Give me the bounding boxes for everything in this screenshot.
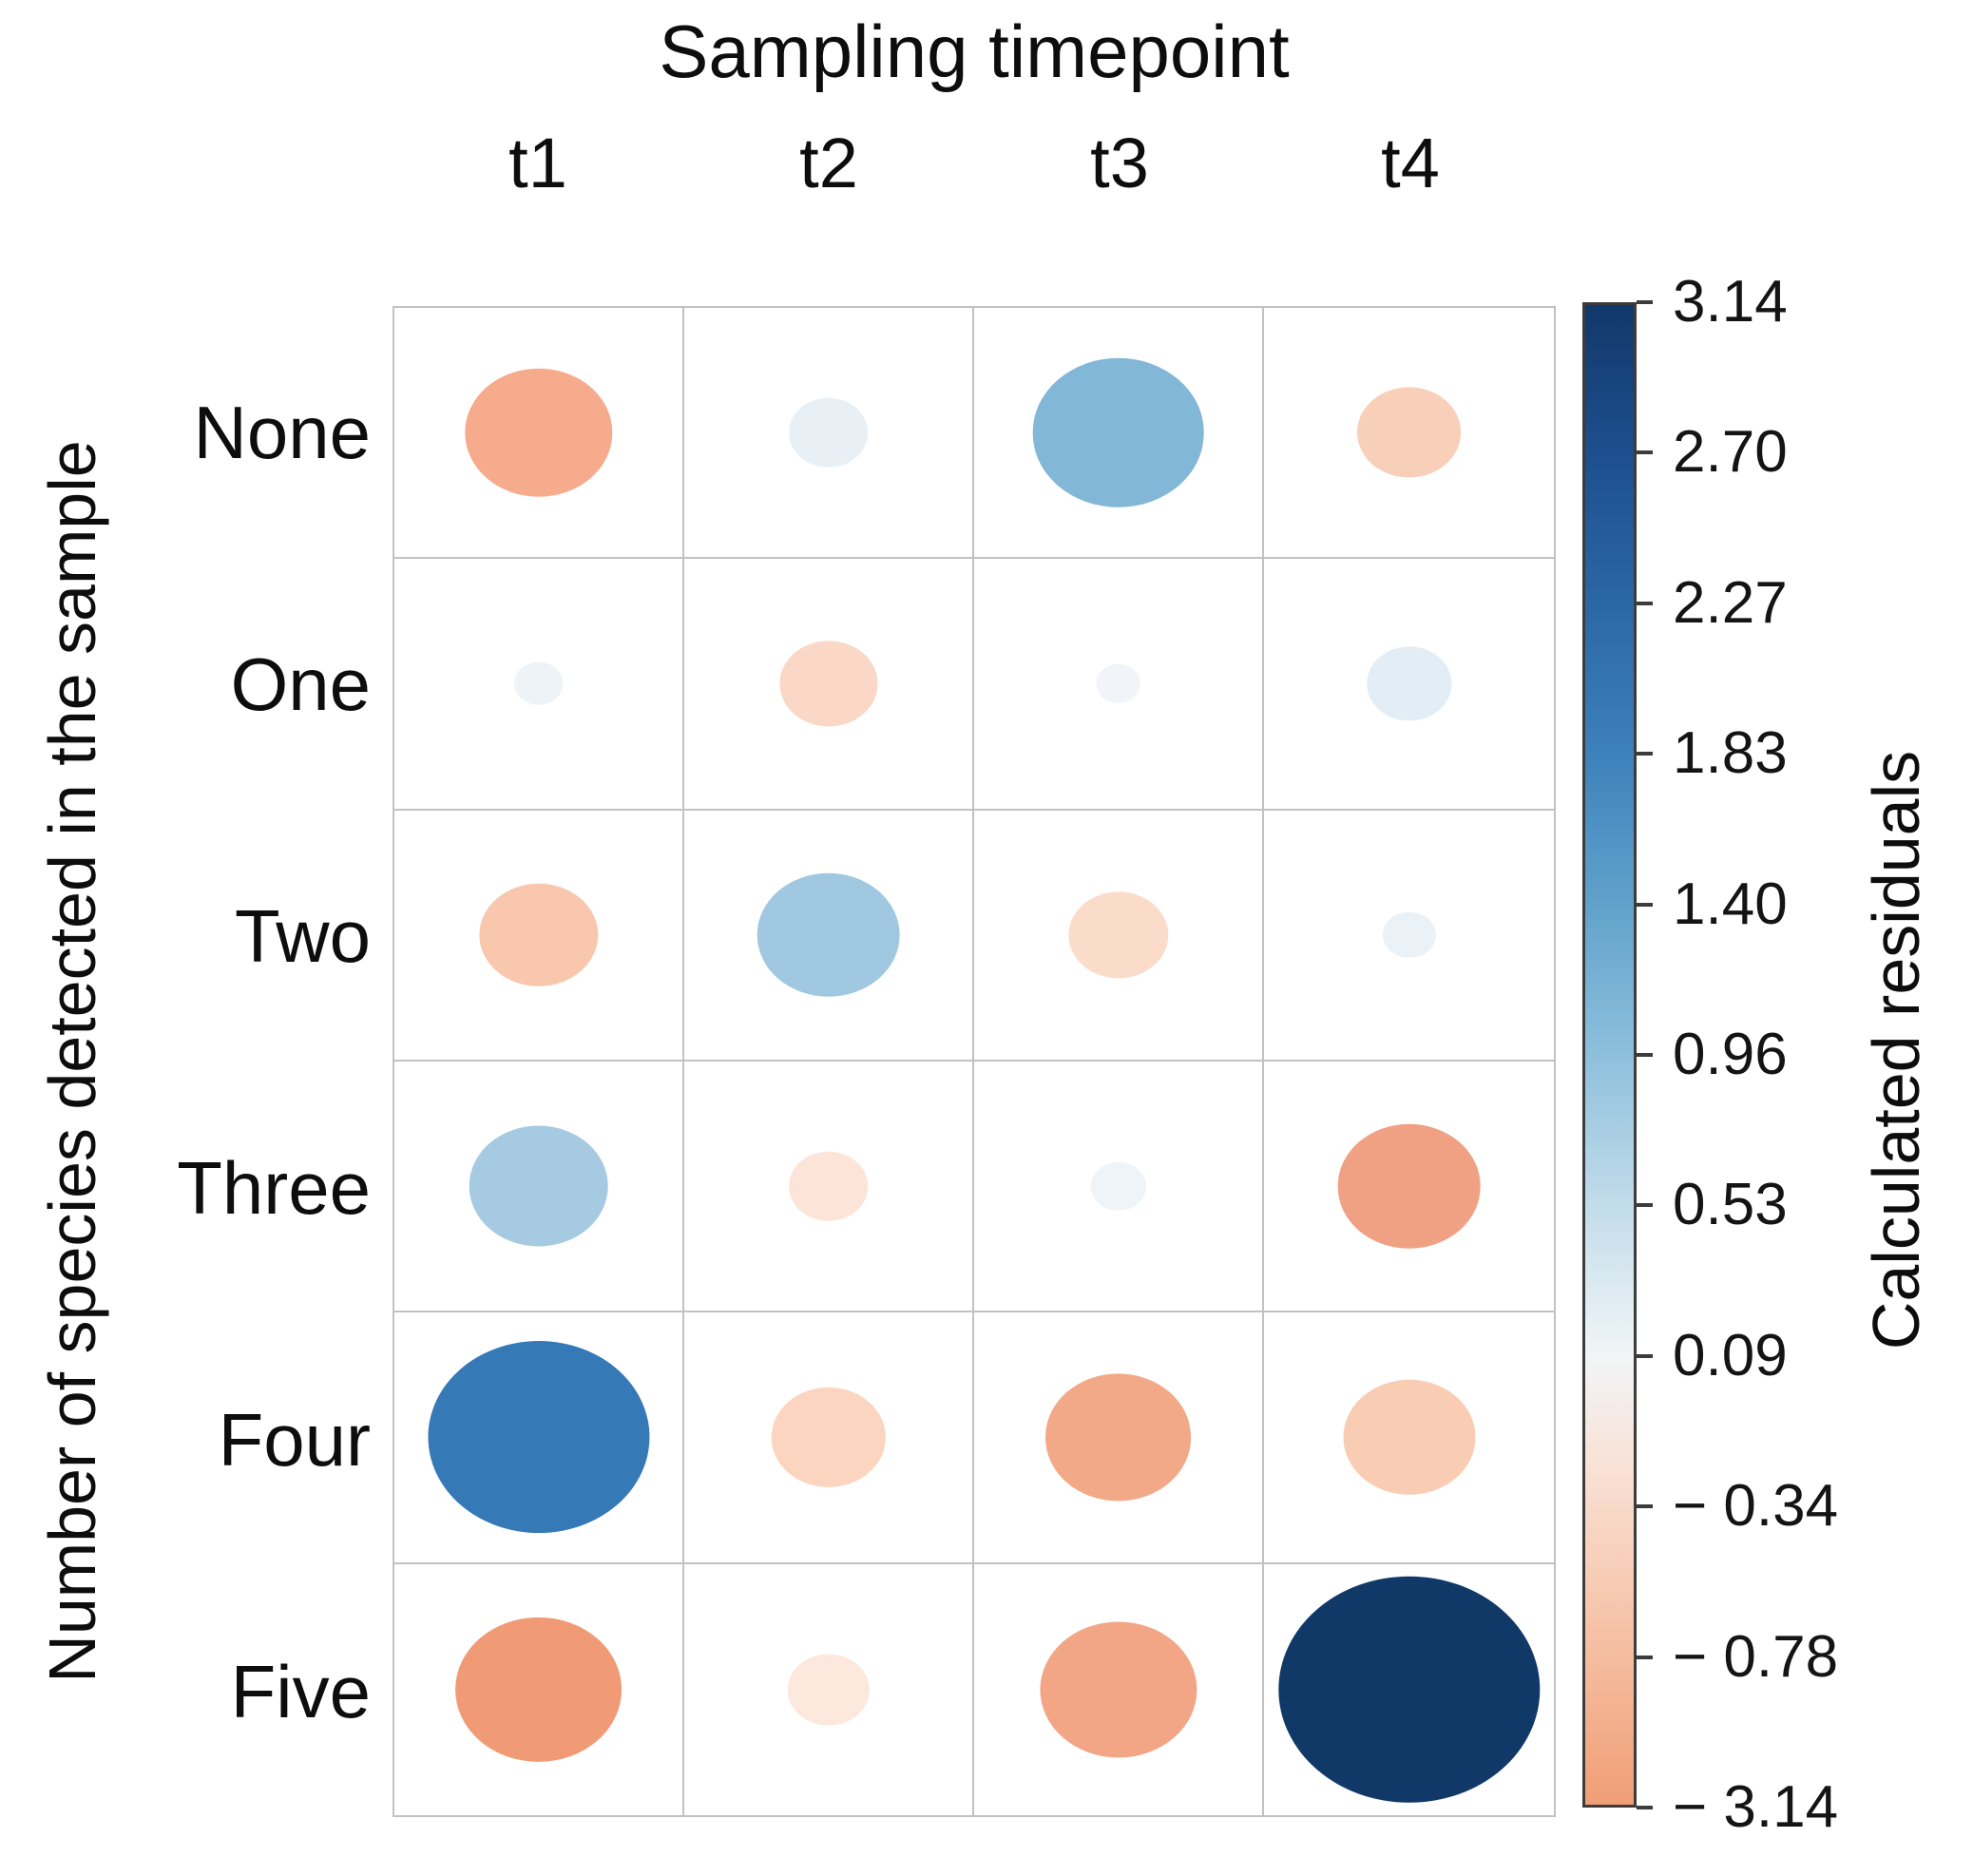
colorbar-tick [1637, 1353, 1653, 1358]
matrix-cell-five-t2 [684, 1563, 974, 1815]
matrix-cell-five-t3 [974, 1563, 1264, 1815]
row-label-two: Two [234, 893, 371, 978]
matrix-cell-none-t4 [1264, 308, 1554, 560]
matrix-cell-three-t1 [394, 1062, 684, 1313]
residual-bubble [1343, 1380, 1475, 1495]
colorbar-gradient [1582, 302, 1637, 1808]
matrix-cell-three-t3 [974, 1062, 1264, 1313]
matrix-cell-one-t4 [1264, 559, 1554, 811]
matrix-cell-five-t1 [394, 1563, 684, 1815]
residual-bubble [454, 1617, 623, 1762]
matrix-cell-five-t4 [1264, 1564, 1554, 1815]
colorbar-tick [1637, 1806, 1653, 1809]
residual-bubble [464, 368, 613, 497]
row-label-four: Four [218, 1397, 371, 1482]
colorbar-tick-label: − 3.14 [1673, 1774, 1839, 1840]
residual-bubble [787, 1654, 870, 1726]
residual-bubble [778, 641, 878, 727]
residual-bubble [771, 1388, 886, 1487]
residual-bubble [1067, 891, 1169, 979]
column-label-t1: t1 [508, 124, 567, 202]
colorbar-tick [1637, 902, 1653, 907]
matrix-cell-four-t4 [1264, 1312, 1554, 1564]
residual-bubble [513, 662, 564, 705]
matrix-cell-none-t2 [684, 308, 974, 560]
residual-bubble [788, 397, 869, 468]
residual-bubble [1032, 357, 1204, 507]
matrix-cell-two-t4 [1264, 811, 1554, 1062]
residual-bubble [1337, 1123, 1481, 1249]
residual-bubble [1382, 911, 1436, 959]
colorbar-title: Calculated residuals [1859, 750, 1933, 1350]
row-label-none: None [193, 390, 371, 474]
matrix-cell-two-t1 [394, 810, 684, 1062]
colorbar-tick-label: 1.40 [1673, 871, 1788, 937]
colorbar-tick [1637, 1504, 1653, 1509]
colorbar-tick-label: 0.96 [1673, 1022, 1788, 1087]
matrix-cell-none-t1 [394, 308, 684, 560]
matrix-cell-one-t3 [974, 559, 1264, 811]
matrix-cell-three-t4 [1264, 1062, 1554, 1313]
residual-bubble [1356, 387, 1462, 478]
colorbar-tick-label: 2.70 [1673, 419, 1788, 486]
colorbar-tick [1637, 450, 1653, 455]
y-axis-title: Number of species detected in the sample [35, 440, 109, 1683]
residual-bubble [788, 1151, 869, 1221]
colorbar-tick [1637, 300, 1653, 304]
colorbar-tick-label: 2.27 [1673, 569, 1788, 636]
matrix-cell-four-t1 [394, 1312, 684, 1564]
row-label-five: Five [230, 1649, 371, 1733]
matrix-cell-three-t2 [684, 1062, 974, 1313]
colorbar-tick-label: 1.83 [1673, 720, 1788, 787]
residual-bubble [1366, 646, 1452, 721]
residual-bubble [757, 872, 900, 998]
residual-bubble [1044, 1373, 1192, 1502]
residual-bubble [1277, 1576, 1541, 1804]
matrix-cell-one-t1 [394, 559, 684, 811]
matrix-cell-four-t2 [684, 1312, 974, 1564]
colorbar-tick [1637, 1053, 1653, 1057]
row-label-three: Three [177, 1145, 371, 1230]
colorbar-tick [1637, 752, 1653, 756]
colorbar-tick-label: − 0.34 [1673, 1473, 1839, 1540]
matrix-cell-two-t3 [974, 810, 1264, 1062]
residual-bubble [427, 1341, 650, 1534]
matrix-cell-two-t2 [684, 810, 974, 1062]
residual-bubble [1090, 1161, 1146, 1211]
column-label-t4: t4 [1381, 124, 1440, 202]
column-label-t2: t2 [799, 124, 858, 202]
matrix-cell-one-t2 [684, 559, 974, 811]
column-label-t3: t3 [1090, 124, 1149, 202]
colorbar: 3.14 2.70 2.27 1.83 1.40 0.96 0.53 0.09− 0.34− … [1582, 273, 1838, 1837]
colorbar-tick-label: 0.53 [1673, 1172, 1788, 1238]
residual-bubble [469, 1125, 608, 1247]
chart-title: Sampling timepoint [659, 10, 1290, 93]
colorbar-tick [1637, 1203, 1653, 1208]
colorbar-tick-label: 0.09 [1673, 1322, 1788, 1388]
colorbar-tick [1637, 1655, 1653, 1659]
matrix-cell-none-t3 [974, 308, 1264, 560]
residual-bubble [1039, 1621, 1197, 1758]
colorbar-tick [1637, 601, 1653, 605]
bubble-matrix-grid [393, 306, 1556, 1817]
colorbar-tick-label: − 0.78 [1673, 1623, 1839, 1690]
residual-bubble [1096, 664, 1140, 703]
residual-bubble [478, 883, 599, 987]
colorbar-tick-label: 3.14 [1673, 269, 1788, 335]
row-label-one: One [230, 641, 371, 726]
matrix-cell-four-t3 [974, 1312, 1264, 1564]
